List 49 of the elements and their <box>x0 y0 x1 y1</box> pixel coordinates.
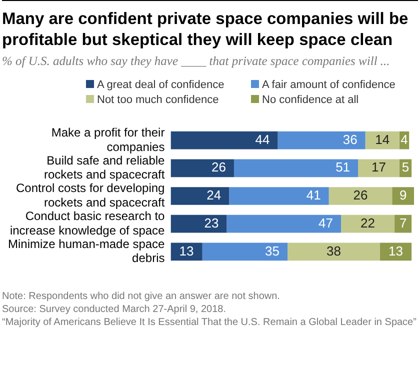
data-label: 13 <box>179 243 194 258</box>
text: Note: Respondents who did not give an answer are not shown. <box>2 290 281 303</box>
chart-subtitle: % of U.S. adults who say they have ____ that private space companies will ... <box>2 54 391 69</box>
bar <box>170 214 227 233</box>
bar <box>170 159 234 178</box>
data-label: 26 <box>353 188 368 203</box>
legend-label: Not too much confidence <box>96 94 220 106</box>
data-label: 22 <box>360 215 376 230</box>
data-label: 7 <box>399 215 407 230</box>
data-label: 26 <box>212 160 226 175</box>
bar <box>394 214 412 233</box>
bar <box>358 159 400 178</box>
y-tick-label: Build safe and reliable rockets and spacecraft <box>44 153 166 182</box>
data-label: 17 <box>371 160 386 175</box>
y-tick-label: Control costs for developing rockets and spacecraft <box>16 181 166 210</box>
y-tick-label: Conduct basic research to increase knowledge of space <box>10 208 166 238</box>
text: “Majority of Americans Believe It Is Essential That the U.S. Remain a Global Leader in Space” <box>2 316 418 329</box>
data-label: 5 <box>402 160 410 175</box>
bar <box>392 187 414 205</box>
bar <box>278 131 366 150</box>
data-label: 14 <box>375 132 390 147</box>
data-label: 38 <box>326 243 341 258</box>
data-label: 4 <box>400 132 408 147</box>
bar <box>341 214 395 233</box>
data-label: 9 <box>399 188 407 203</box>
data-label: 35 <box>265 243 280 258</box>
data-label: 41 <box>306 188 321 203</box>
chart-title: Many are confident private space companies will be profitable but skeptical they will keep space clean <box>2 9 410 51</box>
bar <box>288 242 380 261</box>
bar <box>202 242 288 261</box>
bar <box>170 131 278 150</box>
y-tick-label: Minimize human-made space debris <box>8 236 166 266</box>
legend-label: No confidence at all <box>261 94 360 106</box>
bar <box>226 214 342 233</box>
data-label: 47 <box>318 215 334 230</box>
data-label: 51 <box>336 160 350 175</box>
source-note: Source: Survey conducted March 27-April 9, 2018. <box>2 303 228 316</box>
y-tick-label: Make a profit for their companies <box>51 125 165 154</box>
data-label: 24 <box>206 188 222 203</box>
data-label: 23 <box>204 215 219 230</box>
bar <box>234 159 358 178</box>
legend-label: A fair amount of confidence <box>261 79 396 91</box>
bar <box>229 187 329 205</box>
data-label: 36 <box>342 132 358 147</box>
bar <box>170 187 230 205</box>
legend-label: A great deal of confidence <box>96 79 226 91</box>
data-label: 13 <box>388 243 403 258</box>
data-label: 44 <box>255 132 270 147</box>
bar <box>328 187 392 205</box>
